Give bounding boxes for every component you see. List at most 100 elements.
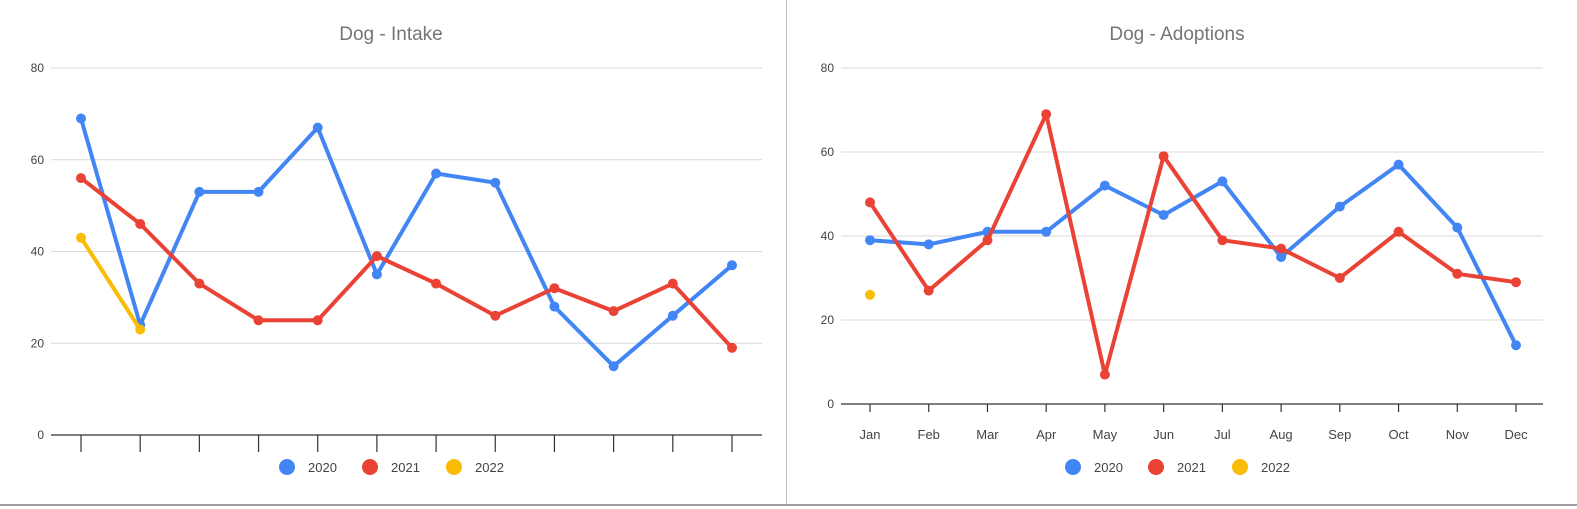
- x-tick-label-nov: Nov: [1446, 427, 1470, 442]
- y-tick-label: 80: [31, 61, 45, 75]
- data-point-2020[interactable]: [312, 122, 323, 133]
- data-point-2021[interactable]: [1041, 109, 1052, 120]
- y-tick-label: 80: [821, 61, 835, 75]
- legend-label-2022[interactable]: 2022: [475, 460, 504, 475]
- y-tick-label: 40: [31, 245, 45, 259]
- x-tick-label-apr: Apr: [1036, 427, 1057, 442]
- legend-marker-2020: [279, 459, 295, 475]
- legend-marker-2021: [362, 459, 378, 475]
- data-point-2021[interactable]: [982, 235, 993, 246]
- data-point-2020[interactable]: [865, 235, 875, 246]
- chart-title: Dog - Intake: [339, 24, 443, 45]
- series-line-2021: [868, 112, 1518, 377]
- data-point-2021[interactable]: [312, 315, 323, 326]
- data-point-2020[interactable]: [76, 113, 86, 124]
- data-point-2020[interactable]: [431, 168, 442, 179]
- data-point-2021[interactable]: [1334, 273, 1345, 283]
- x-tick-label-sep: Sep: [1328, 427, 1351, 442]
- data-point-2020[interactable]: [253, 186, 264, 197]
- data-point-2020[interactable]: [371, 269, 382, 280]
- data-point-2021[interactable]: [490, 310, 501, 321]
- data-point-2021[interactable]: [865, 197, 875, 208]
- data-point-2020[interactable]: [1511, 340, 1521, 351]
- series-2022: [865, 289, 875, 300]
- x-tick-label-oct: Oct: [1388, 427, 1409, 442]
- data-point-2022[interactable]: [76, 232, 86, 243]
- chart-title: Dog - Adoptions: [1109, 24, 1244, 45]
- bottom-border: [0, 504, 1577, 506]
- data-point-2020[interactable]: [490, 177, 501, 188]
- data-point-2021[interactable]: [1393, 226, 1404, 237]
- y-tick-label: 60: [31, 153, 45, 167]
- data-point-2022[interactable]: [135, 324, 146, 335]
- legend-label-2020[interactable]: 2020: [1094, 460, 1123, 475]
- dog-intake-chart: Dog - Intake 0 20 40 60 80 2020 2021 2022: [0, 0, 786, 504]
- series-line-2021: [79, 176, 734, 350]
- data-point-2020[interactable]: [549, 301, 560, 312]
- series-line-2020: [79, 116, 734, 369]
- data-point-2021[interactable]: [549, 283, 560, 294]
- series-2021: [865, 109, 1521, 380]
- data-point-2021[interactable]: [431, 278, 442, 289]
- data-point-2020[interactable]: [1099, 180, 1110, 191]
- data-point-2021[interactable]: [1452, 268, 1463, 279]
- data-point-2021[interactable]: [608, 306, 619, 317]
- dog-adoptions-chart: Dog - Adoptions 0 20 40 60 80 Jan Feb Mar Apr May J…: [787, 0, 1577, 504]
- data-point-2021[interactable]: [135, 219, 146, 229]
- data-point-2021[interactable]: [1158, 151, 1169, 162]
- x-tick-label-jan: Jan: [860, 427, 881, 442]
- y-tick-label: 0: [37, 428, 44, 442]
- x-tick-label-dec: Dec: [1504, 427, 1528, 442]
- legend-label-2022[interactable]: 2022: [1261, 460, 1290, 475]
- data-point-2021[interactable]: [1217, 235, 1228, 246]
- series-2021: [76, 173, 737, 353]
- data-point-2020[interactable]: [1158, 210, 1169, 220]
- legend-label-2020[interactable]: 2020: [308, 460, 337, 475]
- data-point-2020[interactable]: [608, 361, 619, 372]
- y-tick-label: 60: [821, 145, 835, 159]
- series-2022: [76, 232, 146, 335]
- data-point-2021[interactable]: [1276, 243, 1287, 254]
- series-line-2022: [79, 235, 143, 332]
- y-tick-label: 20: [821, 313, 835, 327]
- data-point-2020[interactable]: [1393, 159, 1404, 170]
- dog-adoptions-svg: Dog - Adoptions 0 20 40 60 80 Jan Feb Mar Apr May J…: [821, 24, 1543, 475]
- data-point-2020[interactable]: [727, 260, 737, 271]
- data-point-2020[interactable]: [1041, 226, 1052, 237]
- series-line-2020: [868, 162, 1518, 348]
- x-tick-label-may: May: [1093, 427, 1118, 442]
- data-point-2021[interactable]: [76, 173, 86, 184]
- legend-marker-2022: [1232, 459, 1248, 475]
- data-point-2021[interactable]: [253, 315, 264, 326]
- data-point-2021[interactable]: [727, 342, 737, 353]
- legend-marker-2021: [1148, 459, 1164, 475]
- data-point-2020[interactable]: [1334, 201, 1345, 212]
- x-tick-label-jun: Jun: [1153, 427, 1174, 442]
- data-point-2020[interactable]: [1452, 222, 1463, 233]
- data-point-2021[interactable]: [667, 278, 678, 289]
- data-point-2020[interactable]: [194, 186, 205, 197]
- data-point-2021[interactable]: [194, 278, 205, 289]
- x-tick-label-aug: Aug: [1270, 427, 1293, 442]
- data-point-2021[interactable]: [1511, 277, 1521, 288]
- series-2020: [865, 159, 1521, 351]
- data-point-2022[interactable]: [865, 289, 875, 300]
- legend-marker-2022: [446, 459, 462, 475]
- data-point-2021[interactable]: [1099, 369, 1110, 380]
- data-point-2020[interactable]: [667, 310, 678, 321]
- data-point-2021[interactable]: [371, 251, 382, 262]
- legend-label-2021[interactable]: 2021: [391, 460, 420, 475]
- dog-intake-svg: Dog - Intake 0 20 40 60 80 2020 2021 2022: [31, 24, 762, 475]
- legend-label-2021[interactable]: 2021: [1177, 460, 1206, 475]
- y-tick-label: 0: [827, 397, 834, 411]
- data-point-2020[interactable]: [1276, 252, 1287, 262]
- data-point-2021[interactable]: [923, 285, 934, 296]
- x-tick-label-jul: Jul: [1214, 427, 1231, 442]
- chart-divider: [786, 0, 787, 504]
- data-point-2020[interactable]: [923, 239, 934, 250]
- series-2020: [76, 113, 737, 372]
- y-tick-label: 20: [31, 336, 45, 350]
- data-point-2020[interactable]: [1217, 176, 1228, 187]
- legend-marker-2020: [1065, 459, 1081, 475]
